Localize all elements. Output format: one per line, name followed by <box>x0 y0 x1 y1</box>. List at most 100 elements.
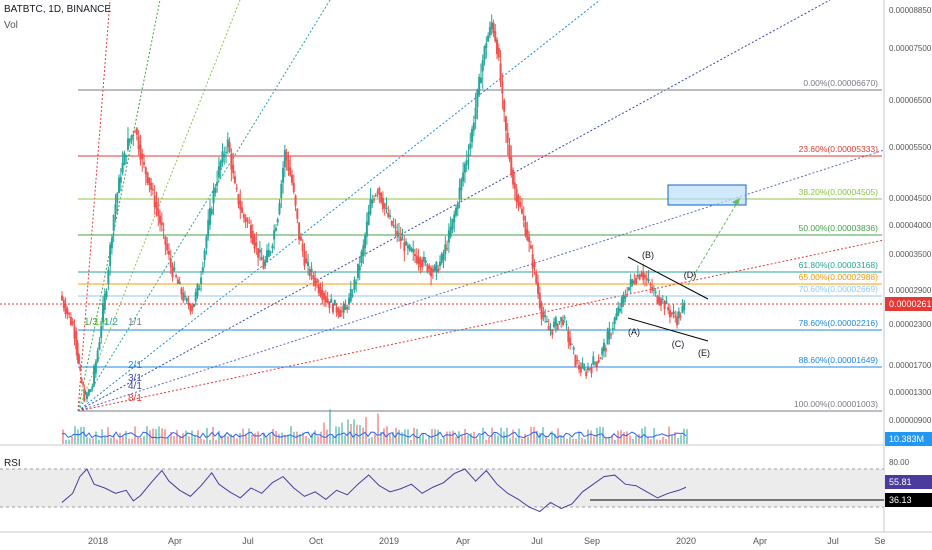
candle-body <box>121 162 124 173</box>
volume-bar <box>566 438 568 444</box>
candle-body <box>155 202 158 209</box>
time-tick-label: 2020 <box>676 536 696 546</box>
candle-body <box>126 138 129 150</box>
target-box <box>667 184 747 206</box>
volume-bar <box>92 438 94 444</box>
volume-text: 10.383M <box>889 434 924 444</box>
candle-body <box>153 195 156 208</box>
candle-body <box>258 249 261 253</box>
candle-body <box>235 187 238 190</box>
candle-body <box>586 367 589 371</box>
candle-body <box>428 266 431 270</box>
volume-bar <box>464 429 466 444</box>
volume-bar <box>638 434 640 444</box>
candle-body <box>260 257 263 261</box>
candle-body <box>640 273 643 277</box>
candle-body <box>435 261 438 272</box>
volume-bar <box>233 436 235 444</box>
last-price-text: 0.00002619 <box>889 299 932 309</box>
price-tick-label: 0.00007500 <box>889 44 932 53</box>
candle-body <box>561 319 564 325</box>
volume-bar <box>206 427 208 444</box>
candle-body <box>547 325 550 331</box>
volume-bar <box>542 427 544 444</box>
candle-body <box>620 296 623 307</box>
volume-bar <box>140 437 142 444</box>
candle-body <box>105 291 108 298</box>
volume-bar <box>269 434 271 444</box>
price-tick-label: 0.00004000 <box>889 221 932 230</box>
candle-body <box>617 307 620 316</box>
candle-body <box>178 281 181 284</box>
candle-body <box>125 154 128 158</box>
price-axis-tags: 0.00002619 10.383M 80.00 55.81 36.13 <box>885 297 932 507</box>
volume-bar <box>344 435 346 444</box>
candle-body <box>683 302 686 310</box>
candle-body <box>176 279 179 284</box>
candle-body <box>212 190 215 204</box>
candle-body <box>290 175 293 183</box>
candle-body <box>162 229 165 231</box>
candle-body <box>519 202 522 207</box>
candle-body <box>358 265 361 271</box>
volume-bar <box>656 439 658 444</box>
volume-bar <box>596 427 598 444</box>
candle-body <box>490 22 493 29</box>
candle-body <box>351 294 354 296</box>
time-tick-label: Sep <box>584 536 600 546</box>
candle-body <box>578 365 581 370</box>
candle-body <box>374 194 377 196</box>
candle-body <box>232 164 235 174</box>
candle-body <box>257 248 260 258</box>
candle-body <box>335 307 338 313</box>
volume-bar <box>230 434 232 444</box>
candle-body <box>542 312 545 318</box>
volume-bar <box>455 437 457 444</box>
volume-bar <box>317 436 319 444</box>
candle-body <box>292 182 295 192</box>
candle-body <box>471 129 474 143</box>
volume-bar <box>227 436 229 444</box>
candle-body <box>96 350 99 362</box>
candle-body <box>321 290 324 300</box>
candle-body <box>342 303 345 313</box>
candle-body <box>594 362 597 364</box>
volume-bar <box>188 436 190 444</box>
candle-body <box>599 358 602 360</box>
candle-body <box>76 342 79 361</box>
volume-bar <box>182 433 184 444</box>
volume-bar <box>248 428 250 444</box>
gann-fan-label: 1/3 <box>84 317 98 328</box>
price-tick-label: 0.00002300 <box>889 320 932 329</box>
candle-body <box>191 305 194 311</box>
candle-body <box>380 192 383 203</box>
candle-body <box>610 334 613 336</box>
volume-bar <box>584 439 586 444</box>
candle-body <box>396 230 399 236</box>
candle-body <box>463 164 466 173</box>
candle-body <box>98 342 101 350</box>
volume-bar <box>587 429 589 444</box>
gann-fan-line <box>77 0 241 412</box>
candle-body <box>570 343 573 345</box>
volume-bar <box>533 426 535 444</box>
candle-body <box>672 311 675 315</box>
candle-body <box>421 260 424 268</box>
candle-body <box>169 258 172 267</box>
candle-body <box>278 203 281 215</box>
gann-fan-label: 3/1 <box>128 373 142 384</box>
gann-fan-line <box>77 0 161 412</box>
volume-bar <box>659 439 661 444</box>
candle-body <box>79 366 82 371</box>
candle-body <box>615 313 618 320</box>
volume-bar <box>521 438 523 444</box>
candle-body <box>87 389 90 396</box>
candle-body <box>676 316 679 326</box>
volume-bar <box>86 437 88 444</box>
candle-body <box>69 316 72 326</box>
volume-bar <box>572 438 574 444</box>
volume-bar <box>146 426 148 444</box>
volume-bar <box>164 429 166 444</box>
volume-bar <box>95 431 97 444</box>
